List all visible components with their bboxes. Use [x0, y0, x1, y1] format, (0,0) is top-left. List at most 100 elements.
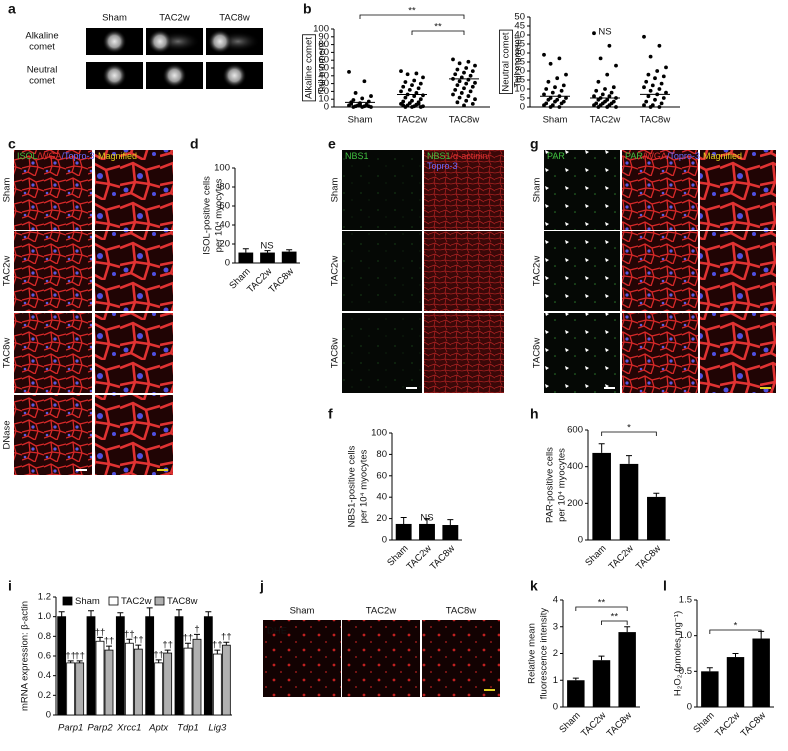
data-point	[399, 90, 403, 94]
panel-label: j	[259, 578, 264, 594]
comet-head	[208, 30, 232, 54]
data-point	[560, 102, 564, 106]
data-point	[649, 55, 653, 59]
data-point	[363, 79, 367, 83]
legend-swatch	[155, 597, 164, 605]
y-tick-label: 50	[514, 12, 525, 23]
header-part: PAR	[625, 151, 643, 161]
y-axis-label: per 10⁴ myocytes	[214, 178, 225, 252]
data-point	[649, 105, 653, 109]
micrograph	[14, 313, 92, 393]
data-point	[453, 88, 457, 92]
data-point	[419, 82, 423, 86]
data-point	[417, 102, 421, 106]
x-tick-label: Parp2	[87, 723, 113, 734]
y-axis-label: ISOL-positive cells	[202, 176, 213, 255]
header-part: Magnified	[98, 151, 137, 161]
row-label: Sham	[532, 178, 543, 203]
bar	[592, 453, 611, 540]
data-point	[399, 69, 403, 73]
data-point	[467, 60, 471, 64]
header-part: Topro-3	[427, 161, 458, 171]
data-point	[473, 81, 477, 85]
data-point	[555, 76, 559, 80]
header-part: NBS1	[345, 151, 369, 161]
data-point	[451, 58, 455, 62]
y-tick-label: 0.6	[38, 651, 51, 662]
data-point	[558, 105, 562, 109]
y-tick-label: 60	[376, 470, 387, 481]
y-tick-label: 1	[553, 675, 558, 686]
bar	[146, 617, 154, 715]
y-tick-label: 80	[376, 449, 387, 460]
header-part: NBS1	[427, 151, 451, 161]
data-point	[651, 84, 655, 88]
panel-label: c	[8, 136, 16, 152]
micrograph	[622, 231, 698, 311]
significance-mark: ††	[104, 636, 115, 647]
image-header: Magnified	[98, 151, 137, 161]
bar	[567, 680, 584, 707]
x-tick-label: TAC8w	[640, 115, 671, 126]
bar	[752, 639, 769, 707]
data-point	[467, 94, 471, 98]
data-point	[404, 96, 408, 100]
row-label: Alkaline	[25, 31, 58, 42]
column-label: TAC2w	[159, 13, 190, 24]
data-point	[614, 105, 618, 109]
y-tick-label: 0	[553, 702, 558, 713]
data-point	[544, 87, 548, 91]
data-point	[464, 99, 468, 103]
y-tick-label: 100	[313, 24, 329, 35]
y-axis-label: Relative mean	[527, 623, 538, 684]
y-tick-label: 0.2	[38, 690, 51, 701]
header-part: /α-actinin/	[451, 151, 491, 161]
data-point	[547, 98, 551, 102]
y-tick-label: 0.4	[38, 670, 51, 681]
panel-label: g	[530, 136, 539, 152]
data-point	[453, 72, 457, 76]
bar	[76, 663, 84, 715]
significance-label: **	[611, 612, 619, 623]
significance-label: **	[598, 598, 606, 609]
boxed-title: Neutral comet	[500, 30, 513, 93]
micrograph	[95, 150, 173, 230]
data-point	[542, 103, 546, 107]
data-point	[456, 68, 460, 72]
data-point	[551, 91, 555, 95]
image-header: ISOL/WGA/Topro-3	[17, 151, 95, 161]
significance-mark: ††	[221, 632, 232, 643]
data-point	[458, 79, 462, 83]
row-label: TAC8w	[330, 338, 341, 369]
micrograph	[95, 231, 173, 311]
bar	[620, 464, 639, 540]
data-point	[542, 53, 546, 57]
bar	[96, 641, 104, 715]
data-point	[462, 104, 466, 108]
legend-label: TAC2w	[121, 596, 152, 607]
data-point	[560, 89, 564, 93]
bar	[134, 649, 142, 715]
data-point	[605, 105, 609, 109]
data-point	[467, 78, 471, 82]
y-tick-label: 0	[225, 258, 230, 269]
y-tick-label: 200	[567, 498, 583, 509]
data-point	[642, 35, 646, 39]
panel-label: h	[530, 406, 539, 422]
micrograph	[622, 313, 698, 393]
panel-label: a	[8, 1, 16, 17]
data-point	[547, 80, 551, 84]
row-label: Sham	[330, 178, 341, 203]
header-part: /WGA	[38, 151, 62, 161]
stain-label: DHE	[267, 626, 287, 637]
data-point	[473, 97, 477, 101]
bar	[618, 632, 635, 707]
y-tick-label: 100	[214, 163, 230, 174]
x-tick-label: Aptx	[148, 723, 169, 734]
data-point	[549, 62, 553, 66]
data-point	[605, 73, 609, 77]
data-point	[401, 85, 405, 89]
data-point	[404, 80, 408, 84]
bar	[155, 663, 163, 715]
data-point	[592, 31, 596, 35]
